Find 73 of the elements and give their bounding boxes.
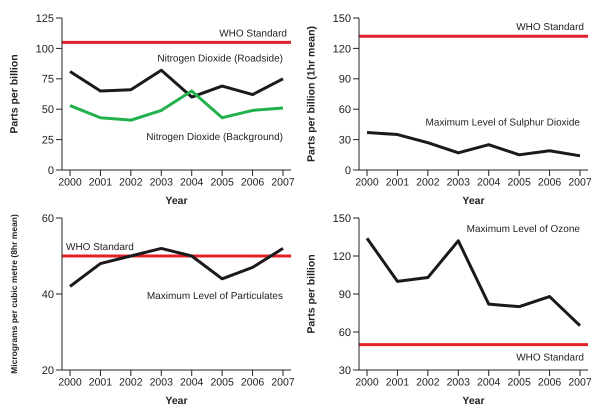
x-tick-label: 2003 — [150, 176, 174, 188]
y-tick-label: 0 — [48, 164, 54, 177]
line-series — [68, 68, 284, 99]
y-tick-label: 20 — [42, 364, 54, 377]
x-tick-label: 2004 — [180, 376, 204, 388]
x-tick-label: 2003 — [446, 176, 470, 188]
y-tick-label: 30 — [338, 364, 351, 377]
y-tick-label: 60 — [338, 326, 351, 339]
y-tick-label: 100 — [36, 43, 54, 56]
x-tick-label: 2002 — [416, 176, 440, 188]
x-tick-label: 2003 — [150, 376, 174, 388]
y-tick-label: 75 — [42, 74, 54, 86]
series-label: Nitrogen Dioxide (Background) — [146, 132, 283, 144]
line-series — [366, 236, 582, 328]
y-tick-label: 25 — [42, 134, 54, 147]
x-tick-label: 2002 — [119, 376, 143, 388]
x-tick-label: 2004 — [477, 376, 501, 388]
series-label: Maximum Level of Ozone — [466, 224, 580, 235]
x-tick-label: 2006 — [240, 376, 264, 388]
y-tick-label: 125 — [36, 12, 54, 25]
y-axis-title: Micrograms per cubic metre (8hr mean) — [9, 214, 20, 374]
y-tick-label: 90 — [338, 74, 351, 86]
x-tick-label: 2000 — [58, 176, 82, 188]
x-tick-label: 2004 — [477, 176, 501, 188]
x-tick-label: 2007 — [271, 376, 295, 388]
y-tick-label: 40 — [42, 288, 54, 301]
x-tick-label: 2001 — [88, 376, 112, 388]
x-tick-label: 2005 — [507, 176, 531, 188]
x-axis-title: Year — [462, 195, 485, 207]
ref-line-label: WHO Standard — [516, 22, 584, 34]
x-tick-label: 2000 — [58, 376, 82, 388]
x-tick-label: 2002 — [119, 176, 143, 188]
y-tick-label: 30 — [338, 134, 351, 147]
x-tick-label: 2004 — [180, 176, 204, 188]
x-tick-label: 2000 — [355, 376, 379, 388]
y-tick-label: 90 — [338, 288, 351, 301]
line-series — [366, 131, 582, 158]
x-tick-label: 2005 — [507, 376, 531, 388]
x-tick-label: 2001 — [386, 176, 410, 188]
x-tick-label: 2001 — [88, 176, 112, 188]
y-axis-title: Parts per billion (1hr mean) — [306, 26, 318, 162]
line-series — [68, 89, 284, 122]
x-axis-title: Year — [165, 395, 188, 407]
y-axis-title: Parts per billion — [306, 254, 318, 334]
x-tick-label: 2006 — [240, 176, 264, 188]
y-tick-label: 120 — [332, 43, 351, 56]
y-tick-label: 0 — [344, 164, 351, 177]
x-tick-label: 2005 — [210, 176, 234, 188]
y-tick-label: 50 — [42, 104, 54, 116]
x-axis-title: Year — [462, 395, 485, 407]
series-label: Nitrogen Dioxide (Roadside) — [157, 53, 283, 64]
x-tick-label: 2006 — [538, 376, 562, 388]
series-label: Maximum Level of Particulates — [146, 290, 283, 302]
x-tick-label: 2000 — [355, 176, 379, 188]
ref-line-label: WHO Standard — [66, 242, 134, 253]
y-tick-label: 60 — [338, 104, 351, 116]
x-tick-label: 2005 — [210, 376, 234, 388]
ref-line-label: WHO Standard — [219, 28, 287, 40]
y-tick-label: 60 — [42, 212, 54, 225]
ref-line-label: WHO Standard — [516, 352, 584, 364]
x-tick-label: 2007 — [568, 376, 592, 388]
x-tick-label: 2003 — [446, 376, 470, 388]
y-tick-label: 120 — [332, 250, 351, 263]
x-tick-label: 2006 — [538, 176, 562, 188]
series-label: Maximum Level of Sulphur Dioxide — [425, 118, 580, 129]
x-tick-label: 2002 — [416, 376, 440, 388]
y-axis-title: Parts per billion — [8, 54, 21, 134]
x-tick-label: 2007 — [568, 176, 592, 188]
y-tick-label: 150 — [332, 212, 351, 225]
x-tick-label: 2007 — [271, 176, 295, 188]
x-tick-label: 2001 — [386, 376, 410, 388]
x-axis-title: Year — [165, 195, 188, 207]
y-tick-label: 150 — [332, 12, 351, 25]
